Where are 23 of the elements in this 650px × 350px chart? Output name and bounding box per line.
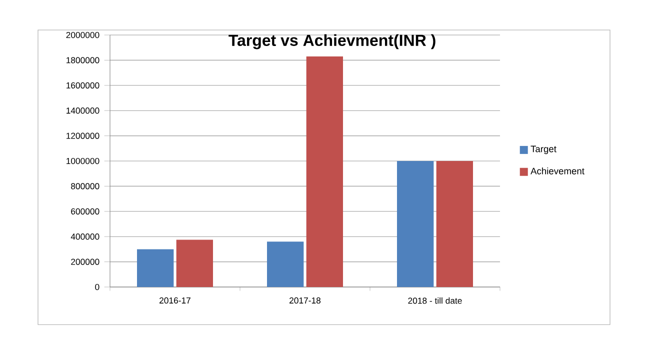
- y-tick-label: 1800000: [66, 57, 100, 64]
- bar: [176, 240, 213, 287]
- y-tick-label: 1400000: [66, 108, 100, 114]
- bar: [397, 161, 434, 287]
- x-tick-label: 2016-17: [160, 297, 190, 304]
- y-tick-label: 1200000: [66, 132, 100, 139]
- bar: [436, 161, 473, 287]
- y-tick-label: 1000000: [66, 158, 100, 164]
- y-tick-label: 800000: [71, 183, 100, 190]
- y-tick-label: 0: [95, 284, 100, 290]
- x-tick-label: 2017-18: [290, 297, 321, 304]
- bar: [267, 242, 304, 287]
- chart-title: Target vs Achievment(INR ): [228, 34, 436, 50]
- x-tick-label: 2018 - till date: [408, 297, 462, 304]
- y-tick-label: 400000: [70, 234, 100, 240]
- bar: [137, 249, 174, 287]
- y-tick-label: 200000: [71, 258, 100, 265]
- bar: [306, 56, 343, 287]
- y-tick-label: 600000: [71, 208, 100, 214]
- legend-label: Target: [530, 146, 556, 154]
- y-tick-label: 1600000: [66, 82, 100, 88]
- legend-label: Achievement: [530, 168, 584, 174]
- y-tick-label: 2000000: [66, 32, 100, 38]
